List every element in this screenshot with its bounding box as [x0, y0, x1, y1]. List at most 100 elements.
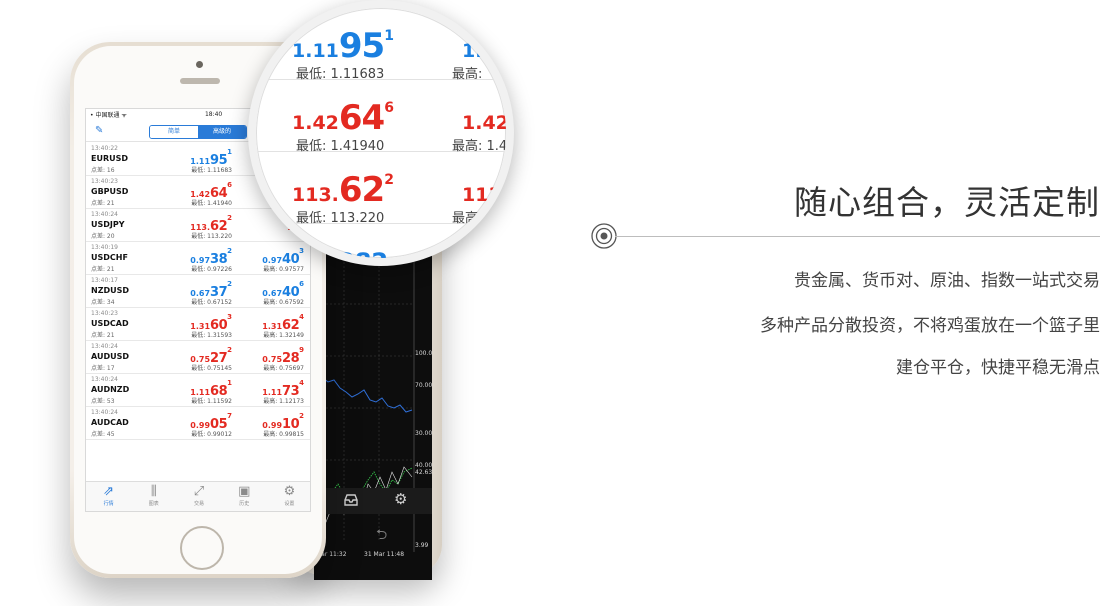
quotes-icon: ⇗ [103, 484, 115, 499]
quote-row-usdchf[interactable]: 13:40:19 USDCHF 点差: 21 0.97382 最低: 0.97226 0.… [86, 242, 310, 275]
quote-row-audcad[interactable]: 13:40:24 AUDCAD 点差: 45 0.99057 最低: 0.99012 0.… [86, 407, 310, 440]
low-price: 最低: 0.97226 [191, 266, 232, 273]
tab-bar: ⇗ 行情 ⫼ 图表 ⤢ 交易 ▣ 历史 ⚙ 设置 [86, 481, 310, 511]
magnified-ask: 1. [462, 40, 483, 62]
bid-price[interactable]: 0.67372 [190, 280, 232, 300]
quote-row-audnzd[interactable]: 13:40:24 AUDNZD 点差: 53 1.11681 最低: 1.11592 1.… [86, 374, 310, 407]
tab-history[interactable]: ▣ 历史 [222, 482, 267, 511]
magnified-high: 最高: 1.4 [452, 139, 508, 154]
quotes-screen: • 中国联通 ᯤ 18:40 ▭ ✎ 简单 高级的 13:40:22EURUSD… [85, 108, 311, 512]
gear-icon[interactable]: ⚙ [394, 490, 408, 508]
date-label: 31 Mar 11:48 [364, 551, 405, 558]
magnified-quote-row: 113.622 最低: 113.220 113 最高 [256, 152, 506, 226]
axis-label: 3.99 [415, 542, 429, 549]
quote-symbol: GBPUSD [91, 187, 129, 196]
segment-simple[interactable]: 简单 [150, 126, 198, 138]
axis-label: 100.00 [415, 350, 432, 357]
settings-icon: ⚙ [283, 484, 296, 499]
quote-symbol: AUDCAD [91, 418, 129, 427]
tab-trade[interactable]: ⤢ 交易 [176, 482, 221, 511]
quote-time: 13:40:24 [91, 409, 118, 416]
ask-price[interactable]: 0.97403 [262, 247, 304, 267]
ask-price[interactable]: 0.99102 [262, 412, 304, 432]
quote-time: 13:40:23 [91, 178, 118, 185]
ask-price[interactable]: 0.67406 [262, 280, 304, 300]
feature-line: 多种产品分散投资，不将鸡蛋放在一个篮子里 [760, 316, 1100, 336]
home-button[interactable] [180, 526, 224, 570]
quote-symbol: USDCHF [91, 253, 128, 262]
quote-row-nzdusd[interactable]: 13:40:17 NZDUSD 点差: 34 0.67372 最低: 0.67152 0.… [86, 275, 310, 308]
divider [615, 236, 1100, 237]
feature-line: 贵金属、货币对、原油、指数一站式交易 [794, 271, 1100, 291]
quote-row-gbpusd[interactable]: 13:40:23 GBPUSD 点差: 21 1.42646 最低: 1.41940 [86, 176, 310, 209]
chart-line-blue [314, 371, 413, 413]
quote-spread: 点差: 21 [91, 200, 115, 207]
back-button-icon[interactable]: ⮌ [376, 527, 388, 543]
quote-list: 13:40:22 EURUSD 点差: 16 1.11951 最低: 1.11683 13… [86, 143, 310, 440]
bid-price[interactable]: 1.31603 [190, 313, 232, 333]
bid-price[interactable]: 0.99057 [190, 412, 232, 432]
magnified-low: 最低: 1.41940 [296, 139, 385, 154]
ask-price[interactable]: 0.75289 [262, 346, 304, 366]
high-price: 最高: 0.75697 [263, 365, 304, 372]
magnified-high: 最高: [452, 67, 483, 82]
tab-quotes[interactable]: ⇗ 行情 [86, 482, 131, 511]
low-price: 最低: 1.31593 [191, 332, 232, 339]
quote-symbol: USDJPY [91, 220, 125, 229]
quote-symbol: AUDNZD [91, 385, 130, 394]
quote-symbol: NZDUSD [91, 286, 130, 295]
axis-label: 70.00 [415, 382, 432, 389]
speaker-grille [180, 78, 220, 84]
magnified-bid: 1.42646 [292, 98, 394, 138]
quote-spread: 点差: 45 [91, 431, 115, 438]
tab-label: 设置 [284, 501, 295, 507]
quote-time: 13:40:24 [91, 211, 118, 218]
low-price: 最低: 0.99012 [191, 431, 232, 438]
quote-time: 13:40:22 [91, 145, 118, 152]
feature-line: 建仓平仓，快捷平稳无滑点 [896, 358, 1100, 378]
back-tabbar: ⚙ [314, 488, 432, 514]
high-price: 最高: 0.67592 [263, 299, 304, 306]
bid-price[interactable]: 0.97382 [190, 247, 232, 267]
quote-symbol: AUDUSD [91, 352, 129, 361]
tab-label: 行情 [103, 501, 114, 507]
chart-screen: 100.00 70.00 30.00 40.00 42.63 3.99 Mar … [314, 222, 432, 580]
high-price: 最高: 1.12173 [263, 398, 304, 405]
magnified-low: 最低: 1.11683 [296, 67, 385, 82]
bid-price[interactable]: 1.42646 [190, 181, 232, 201]
quote-row-eurusd[interactable]: 13:40:22 EURUSD 点差: 16 1.11951 最低: 1.11683 [86, 143, 310, 176]
quote-time: 13:40:24 [91, 343, 118, 350]
trade-icon: ⤢ [193, 484, 205, 499]
price-chart [314, 222, 432, 580]
tab-label: 图表 [148, 501, 159, 507]
view-mode-segmented-control: 简单 高级的 [149, 125, 247, 139]
ask-price[interactable]: 1.11734 [262, 379, 304, 399]
magnified-quote-row: 1.11951 最低: 1.11683 1. 最高: [256, 8, 506, 82]
bid-price[interactable]: 1.11681 [190, 379, 232, 399]
tab-label: 历史 [239, 501, 250, 507]
tab-settings[interactable]: ⚙ 设置 [267, 482, 310, 511]
magnified-next-partial: 382 [338, 248, 389, 266]
bid-price[interactable]: 0.75272 [190, 346, 232, 366]
bid-price[interactable]: 113.622 [190, 214, 232, 234]
magnified-ask: 1.42( [462, 112, 509, 134]
high-price: 最高: 1.32149 [263, 332, 304, 339]
inbox-icon[interactable] [344, 492, 358, 506]
segment-advanced[interactable]: 高级的 [198, 126, 246, 138]
low-price: 最低: 1.11592 [191, 398, 232, 405]
low-price: 最低: 113.220 [191, 233, 232, 240]
bid-price[interactable]: 1.11951 [190, 148, 232, 168]
low-price: 最低: 0.67152 [191, 299, 232, 306]
tab-chart[interactable]: ⫼ 图表 [131, 482, 176, 511]
magnified-ask: 113 [462, 184, 502, 206]
history-icon: ▣ [238, 484, 251, 499]
camera-icon [196, 61, 203, 68]
quote-row-usdcad[interactable]: 13:40:23 USDCAD 点差: 21 1.31603 最低: 1.31593 1.… [86, 308, 310, 341]
edit-icon[interactable]: ✎ [95, 125, 104, 136]
quote-spread: 点差: 21 [91, 266, 115, 273]
quote-row-audusd[interactable]: 13:40:24 AUDUSD 点差: 17 0.75272 最低: 0.75145 0.… [86, 341, 310, 374]
ask-price[interactable]: 1.31624 [262, 313, 304, 333]
quote-spread: 点差: 21 [91, 332, 115, 339]
